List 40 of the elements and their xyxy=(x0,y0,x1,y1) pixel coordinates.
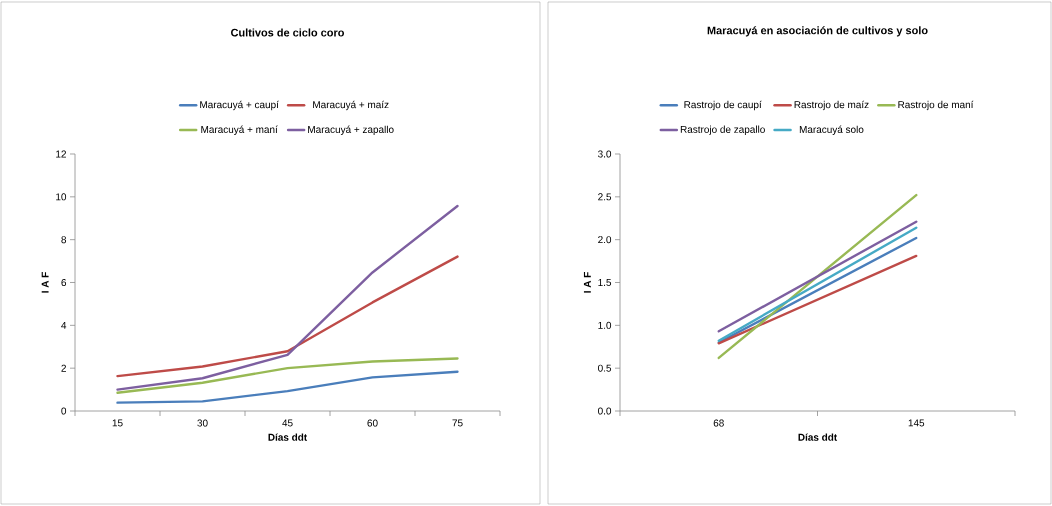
y-tick-label: 6 xyxy=(61,278,67,287)
legend-label: Maracuyá + maní xyxy=(201,125,278,135)
y-tick-label: 2.0 xyxy=(598,236,612,244)
legend-label: Maracuyá + caupí xyxy=(200,100,279,111)
x-tick-label: 60 xyxy=(367,419,378,427)
x-tick-label: 45 xyxy=(282,419,293,427)
x-tick-label: 145 xyxy=(908,419,925,427)
y-tick-label: 10 xyxy=(56,193,67,201)
y-axis-title: I A F xyxy=(41,272,49,293)
y-tick-label: 0.0 xyxy=(598,407,612,415)
line-series xyxy=(116,357,459,394)
y-tick-label: 1.5 xyxy=(598,279,612,286)
line-series xyxy=(116,255,459,378)
chart-title: Maracuyá en asociación de cultivos y solo xyxy=(707,26,928,37)
y-axis-title: I A F xyxy=(583,272,591,293)
y-tick-label: 2 xyxy=(61,364,66,372)
y-tick-label: 4 xyxy=(61,321,67,329)
x-tick-label: 68 xyxy=(713,419,724,427)
y-tick-label: 3.0 xyxy=(598,150,612,158)
legend-label: Rastrojo de maní xyxy=(898,100,974,111)
chart-title: Cultivos de ciclo coro xyxy=(231,28,345,37)
x-tick-label: 15 xyxy=(112,419,123,427)
legend-label: Maracuyá + maíz xyxy=(313,100,389,111)
legend-label: Rastrojo de zapallo xyxy=(680,125,765,135)
legend-label: Rastrojo de caupí xyxy=(684,100,762,111)
x-axis-title: Días ddt xyxy=(268,433,308,441)
y-tick-label: 8 xyxy=(61,236,67,244)
y-tick-label: 0 xyxy=(61,407,67,415)
y-tick-label: 12 xyxy=(56,150,66,158)
legend-label: Maracuyá + zapallo xyxy=(308,125,394,135)
x-tick-label: 75 xyxy=(452,419,463,427)
line-series xyxy=(116,204,459,391)
y-tick-label: 1.0 xyxy=(598,321,612,329)
y-tick-label: 0.5 xyxy=(598,364,612,372)
legend-label: Rastrojo de maíz xyxy=(794,100,869,111)
x-tick-label: 30 xyxy=(197,419,208,427)
legend-label: Maracuyá solo xyxy=(799,125,864,135)
line-series xyxy=(116,370,459,404)
y-tick-label: 2.5 xyxy=(598,193,612,201)
x-axis-title: Días ddt xyxy=(798,433,838,441)
